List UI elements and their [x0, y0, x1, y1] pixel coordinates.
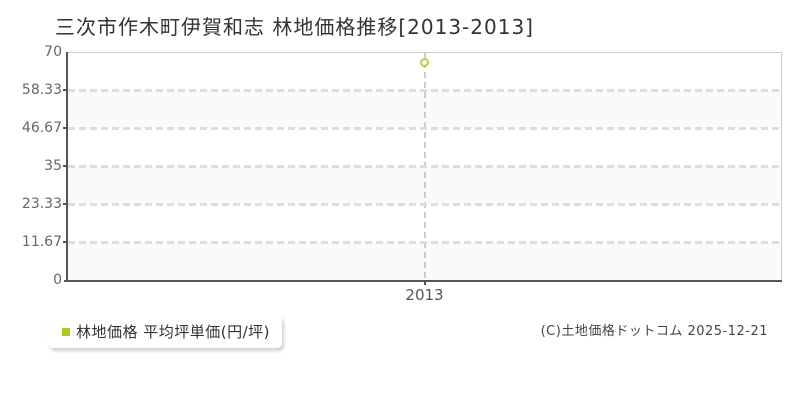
x-axis-label: 2013 — [405, 286, 444, 304]
y-axis-label: 0 — [53, 272, 62, 288]
y-axis-tick — [63, 203, 68, 205]
y-axis-tick — [63, 240, 68, 243]
y-axis-tick — [63, 126, 68, 129]
y-axis-tick — [63, 89, 68, 91]
y-axis-label: 23.33 — [21, 196, 62, 212]
y-axis-label: 58.33 — [21, 82, 62, 98]
x-axis-tick — [423, 280, 426, 285]
plot-border-top — [68, 52, 781, 53]
y-axis-label: 46.67 — [21, 119, 62, 136]
chart-title: 三次市作木町伊賀和志 林地価格推移[2013-2013] — [55, 15, 534, 39]
legend-marker-square — [62, 327, 70, 336]
horizontal-gridline — [68, 89, 781, 92]
y-axis-line — [66, 52, 68, 282]
horizontal-gridline — [68, 203, 781, 206]
horizontal-gridline — [68, 240, 781, 244]
y-axis-label: 70 — [44, 44, 62, 60]
horizontal-gridline — [68, 126, 781, 130]
copyright-text: (C)土地価格ドットコム 2025-12-21 — [540, 324, 768, 339]
x-axis-line — [64, 280, 782, 282]
legend-label: 林地価格 平均坪単価(円/坪) — [76, 323, 271, 341]
data-point — [420, 58, 429, 68]
legend-box: 林地価格 平均坪単価(円/坪) — [48, 315, 283, 348]
y-axis-label: 35 — [44, 158, 62, 174]
horizontal-gridline — [68, 165, 781, 168]
y-axis-tick — [63, 165, 68, 167]
plot-border-right — [781, 52, 782, 280]
y-axis-label: 11.67 — [21, 233, 62, 250]
